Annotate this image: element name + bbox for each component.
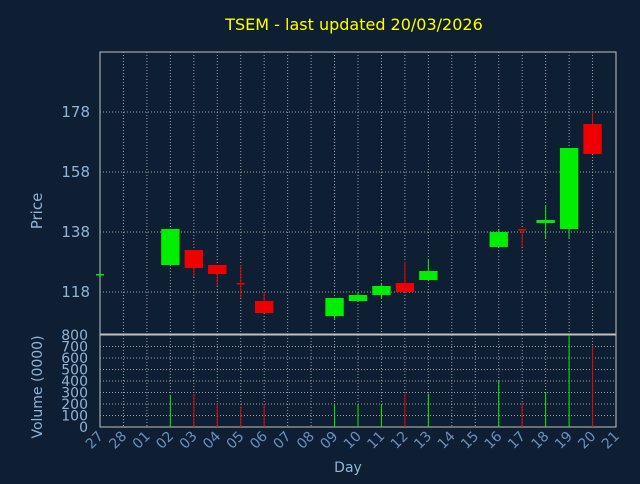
x-tick-label: 21 bbox=[599, 429, 623, 453]
volume-tick-label: 300 bbox=[61, 386, 88, 402]
x-tick-label: 03 bbox=[177, 429, 201, 453]
x-tick-label: 17 bbox=[505, 429, 529, 453]
x-axis-label: Day bbox=[334, 460, 362, 476]
x-tick-label: 13 bbox=[411, 429, 435, 453]
candle bbox=[489, 229, 508, 247]
x-tick-label: 07 bbox=[271, 429, 295, 453]
candle bbox=[184, 250, 204, 277]
volume-tick-label: 600 bbox=[61, 351, 88, 367]
x-tick-label: 08 bbox=[294, 429, 318, 453]
x-tick-label: 19 bbox=[552, 429, 576, 453]
candle-body bbox=[583, 124, 602, 154]
candle-body bbox=[325, 298, 344, 316]
x-tick-label: 11 bbox=[364, 429, 388, 453]
volume-tick-label: 800 bbox=[61, 328, 88, 344]
price-tick-label: 118 bbox=[61, 283, 90, 301]
x-tick-label: 15 bbox=[458, 429, 482, 453]
candle bbox=[372, 283, 391, 298]
x-tick-label: 05 bbox=[224, 429, 248, 453]
candle-body bbox=[536, 220, 555, 223]
candle bbox=[419, 259, 438, 280]
candle bbox=[348, 292, 368, 301]
candle bbox=[325, 298, 344, 319]
x-tick-label: 20 bbox=[575, 429, 599, 453]
x-tick-label: 14 bbox=[435, 428, 459, 452]
candle bbox=[96, 274, 104, 276]
candle-body bbox=[348, 295, 368, 301]
x-tick-label: 02 bbox=[153, 429, 177, 453]
candle-body bbox=[518, 229, 527, 231]
x-tick-label: 01 bbox=[130, 429, 154, 453]
x-tick-label: 28 bbox=[106, 429, 130, 453]
x-tick-label: 12 bbox=[388, 429, 412, 453]
volume-tick-label: 200 bbox=[61, 397, 88, 413]
volume-tick-label: 100 bbox=[61, 409, 88, 425]
chart-title: TSEM - last updated 20/03/2026 bbox=[224, 15, 483, 34]
candle-body bbox=[372, 286, 391, 295]
x-tick-label: 09 bbox=[317, 429, 341, 453]
price-tick-label: 138 bbox=[61, 223, 90, 241]
candle-body bbox=[208, 265, 227, 274]
price-tick-label: 158 bbox=[61, 163, 90, 181]
volume-tick-label: 400 bbox=[61, 374, 88, 390]
candle-body bbox=[96, 274, 104, 276]
volume-tick-label: 500 bbox=[61, 363, 88, 379]
candle-body bbox=[161, 229, 180, 265]
candle bbox=[583, 112, 602, 154]
candle bbox=[395, 262, 415, 292]
volume-tick-label: 700 bbox=[61, 340, 88, 356]
x-tick-label: 18 bbox=[529, 429, 553, 453]
candle bbox=[254, 292, 274, 313]
x-tick-label: 06 bbox=[247, 428, 271, 452]
price-axis-label: Price bbox=[28, 193, 46, 230]
volume-tick-label: 0 bbox=[79, 420, 88, 436]
volume-axis-label: Volume (0000) bbox=[30, 335, 46, 438]
candle-body bbox=[489, 232, 508, 247]
x-tick-label: 04 bbox=[200, 428, 224, 452]
candle bbox=[236, 265, 245, 298]
candle-body bbox=[419, 271, 438, 280]
x-tick-label: 16 bbox=[482, 428, 506, 452]
candle bbox=[536, 205, 555, 238]
candle bbox=[208, 265, 227, 286]
candle bbox=[559, 148, 579, 238]
x-tick-label: 10 bbox=[341, 429, 365, 453]
candle-body bbox=[184, 250, 204, 268]
candle bbox=[518, 229, 527, 247]
price-tick-label: 178 bbox=[61, 103, 90, 121]
candle-body bbox=[236, 283, 245, 285]
candle-body bbox=[254, 301, 274, 313]
candle-body bbox=[395, 283, 415, 292]
candle-body bbox=[559, 148, 579, 229]
candle bbox=[161, 229, 180, 265]
